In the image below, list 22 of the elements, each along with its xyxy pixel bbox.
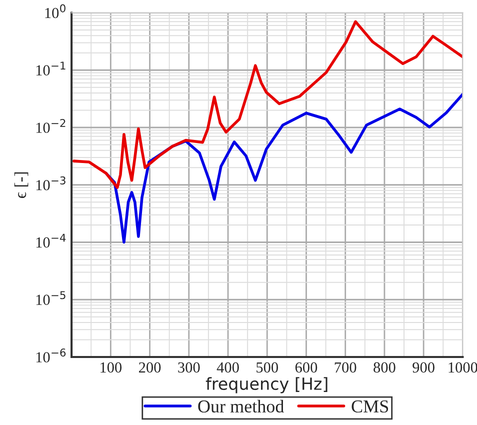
x-tick-label: 200 [138, 362, 161, 373]
y-axis-title: ϵ [-] [14, 172, 28, 198]
line-series [72, 20, 463, 189]
y-tick-label: 10$^{0}$ [45, 4, 66, 18]
legend-label: Our method [198, 400, 284, 413]
x-axis-title: frequency [Hz] [206, 377, 328, 394]
legend-label: CMS [352, 400, 388, 413]
x-tick-label: 500 [256, 362, 278, 373]
x-tick-label: 400 [216, 362, 239, 373]
x-tick-label: 300 [178, 362, 200, 373]
x-tick-label: 800 [374, 362, 396, 373]
x-tick-label: 900 [412, 362, 434, 373]
y-tick-label: 10$^{−3}$ [36, 176, 66, 190]
y-tick-label: 10$^{−2}$ [36, 119, 66, 133]
x-tick-label: 700 [334, 362, 356, 373]
y-tick-label: 10$^{−1}$ [36, 62, 66, 76]
x-tick-label: 1000 [448, 362, 477, 373]
x-tick-label: 600 [295, 362, 318, 373]
y-tick-label: 10$^{−4}$ [36, 234, 66, 248]
y-tick-label: 10$^{−5}$ [36, 291, 66, 305]
x-tick-label: 100 [100, 362, 122, 373]
y-tick-label: 10$^{−6}$ [36, 348, 66, 362]
